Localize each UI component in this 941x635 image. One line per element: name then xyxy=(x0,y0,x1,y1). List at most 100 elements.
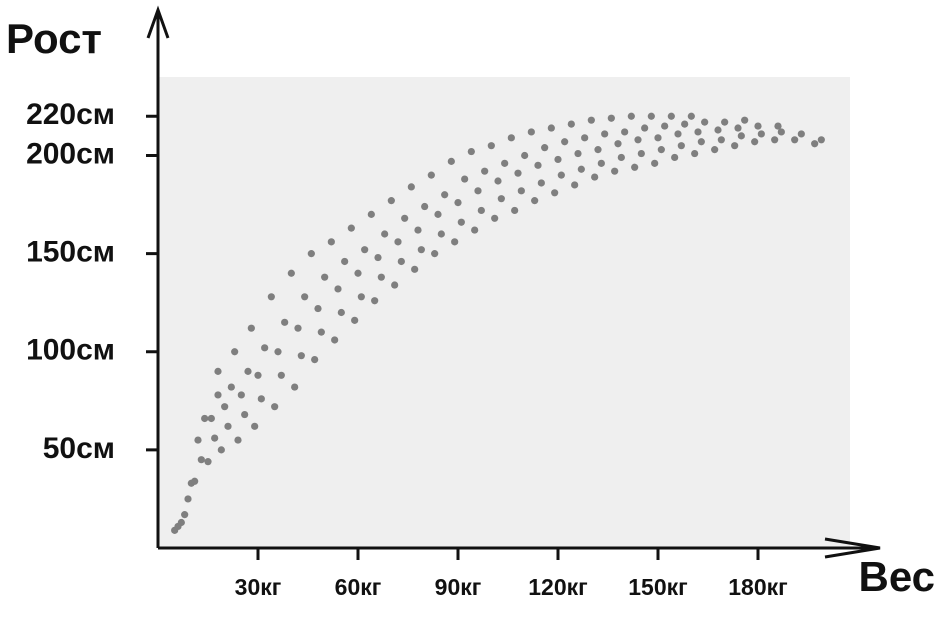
point xyxy=(201,414,209,423)
point xyxy=(721,118,729,126)
point xyxy=(674,130,682,138)
y-axis-arrow xyxy=(146,5,170,39)
point xyxy=(317,328,325,336)
point xyxy=(274,348,282,356)
point xyxy=(177,518,185,527)
point xyxy=(214,391,222,399)
point xyxy=(531,197,539,205)
point xyxy=(247,324,255,332)
point xyxy=(551,189,559,197)
point xyxy=(754,122,762,130)
point xyxy=(491,214,499,222)
point xyxy=(267,293,275,301)
point xyxy=(207,414,215,423)
point xyxy=(567,120,575,128)
point xyxy=(527,128,535,136)
point xyxy=(351,316,359,324)
point xyxy=(214,367,222,375)
point xyxy=(234,436,242,444)
point xyxy=(307,250,315,258)
point xyxy=(477,206,485,215)
point xyxy=(204,458,212,466)
point xyxy=(631,163,639,171)
point xyxy=(287,269,295,277)
point xyxy=(327,238,335,246)
point xyxy=(281,318,289,326)
y-tick-label: 100см xyxy=(26,334,115,367)
point xyxy=(301,293,309,301)
point xyxy=(621,128,629,136)
x-tick-label: 150кг xyxy=(628,574,687,600)
point xyxy=(331,336,339,344)
x-axis-label: Вес xyxy=(859,553,936,600)
point xyxy=(534,161,542,169)
y-axis-label: Рост xyxy=(6,15,102,62)
point xyxy=(594,146,602,154)
point xyxy=(557,171,565,179)
point xyxy=(771,136,779,144)
point xyxy=(537,179,545,187)
point xyxy=(541,144,549,152)
point xyxy=(617,153,625,162)
y-tick-label: 50см xyxy=(43,432,115,465)
point xyxy=(197,456,205,464)
point xyxy=(697,138,705,146)
point xyxy=(511,206,519,215)
point xyxy=(554,155,562,164)
point xyxy=(334,285,342,293)
point xyxy=(797,130,805,138)
point xyxy=(397,257,405,266)
point xyxy=(507,134,515,142)
point xyxy=(377,273,385,281)
point xyxy=(694,128,702,136)
point xyxy=(547,124,555,132)
point xyxy=(681,120,689,128)
point xyxy=(371,297,379,305)
point xyxy=(361,246,369,254)
point xyxy=(227,383,235,391)
point xyxy=(414,226,422,234)
point xyxy=(614,140,622,148)
point xyxy=(611,167,619,175)
point xyxy=(321,273,329,281)
point xyxy=(774,122,782,130)
point xyxy=(184,495,192,503)
y-tick-label: 200см xyxy=(26,137,115,170)
point xyxy=(461,175,469,183)
point xyxy=(277,371,285,379)
point xyxy=(714,126,722,134)
point xyxy=(627,112,635,120)
point xyxy=(411,265,419,273)
point xyxy=(587,116,595,124)
point xyxy=(671,153,679,162)
point xyxy=(654,134,662,142)
point xyxy=(471,226,479,234)
point xyxy=(374,253,382,262)
point xyxy=(314,304,322,313)
point xyxy=(217,446,225,454)
point xyxy=(641,124,649,132)
point xyxy=(734,124,742,132)
point xyxy=(647,112,655,120)
point xyxy=(407,183,415,191)
point xyxy=(521,151,529,160)
point xyxy=(514,169,522,177)
point xyxy=(194,436,202,444)
point xyxy=(607,114,615,122)
point xyxy=(481,167,489,175)
point xyxy=(294,324,302,332)
point xyxy=(367,210,375,218)
point xyxy=(451,238,459,246)
point xyxy=(257,395,265,403)
point xyxy=(347,224,355,232)
x-tick-label: 180кг xyxy=(728,574,787,600)
point xyxy=(421,202,429,211)
point xyxy=(571,181,579,189)
point xyxy=(791,136,799,144)
point xyxy=(417,246,425,254)
point xyxy=(657,146,665,154)
point xyxy=(667,112,675,120)
point xyxy=(337,308,345,317)
point xyxy=(741,116,749,124)
